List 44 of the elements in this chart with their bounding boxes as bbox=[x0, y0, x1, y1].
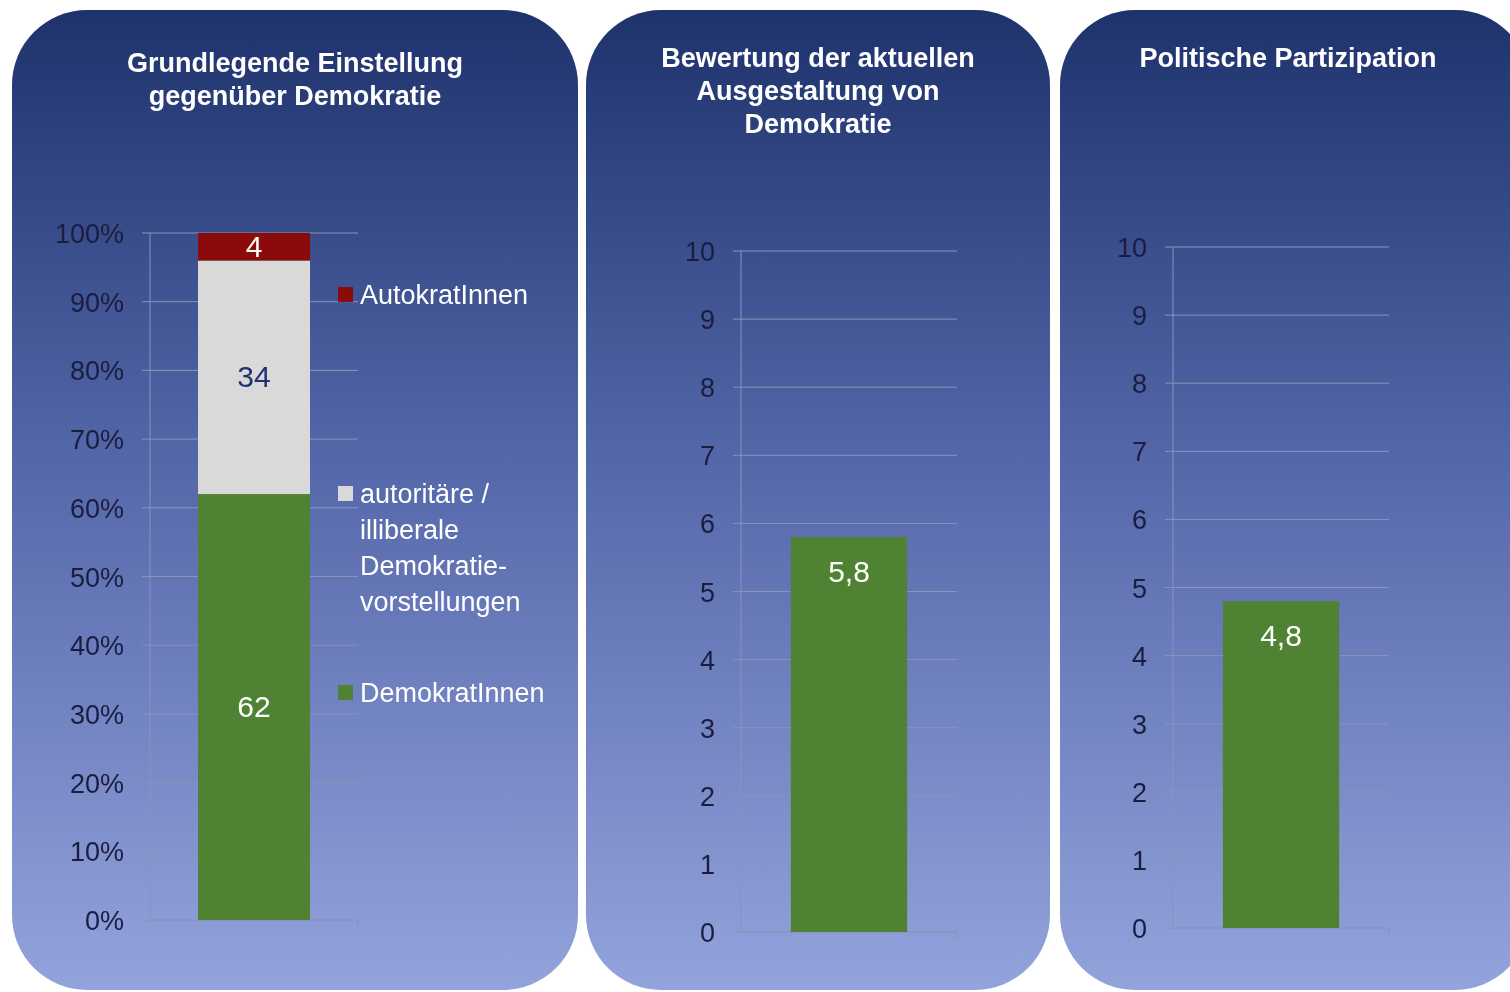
y-tick-label: 6 bbox=[1131, 505, 1147, 536]
y-tick-label: 6 bbox=[699, 509, 715, 540]
y-tick-label: 90% bbox=[69, 287, 124, 318]
y-tick-label: 7 bbox=[699, 441, 715, 472]
y-tick-label: 1 bbox=[1131, 845, 1147, 876]
y-tick-label: 3 bbox=[1131, 709, 1147, 740]
y-tick-label: 40% bbox=[69, 631, 124, 662]
data-label: 4,8 bbox=[1260, 619, 1302, 653]
y-tick-label: 2 bbox=[1131, 777, 1147, 808]
data-label: 62 bbox=[237, 690, 271, 724]
y-tick-label: 7 bbox=[1131, 437, 1147, 468]
data-label: 5,8 bbox=[828, 555, 870, 589]
y-tick-label: 9 bbox=[1131, 301, 1147, 332]
legend-label: autoritäre / illiberale Demokratie-vorstellungen bbox=[360, 479, 521, 617]
y-tick-label: 10 bbox=[684, 237, 715, 267]
y-tick-label: 5 bbox=[699, 577, 715, 608]
y-tick-label: 8 bbox=[699, 373, 715, 404]
y-tick-label: 80% bbox=[69, 356, 124, 387]
y-tick-label: 10 bbox=[1116, 233, 1147, 263]
y-tick-label: 70% bbox=[69, 425, 124, 456]
y-tick-label: 10% bbox=[69, 837, 124, 868]
y-tick-label: 60% bbox=[69, 493, 124, 524]
y-tick-label: 4 bbox=[699, 645, 715, 676]
y-tick-label: 20% bbox=[69, 768, 124, 799]
y-tick-label: 0 bbox=[1131, 914, 1147, 944]
legend-label: AutokratInnen bbox=[360, 280, 529, 310]
y-tick-label: 2 bbox=[699, 781, 715, 812]
y-tick-label: 30% bbox=[69, 699, 124, 730]
y-tick-label: 9 bbox=[699, 305, 715, 336]
y-tick-label: 3 bbox=[699, 713, 715, 744]
y-tick-label: 50% bbox=[69, 562, 124, 593]
chart-title: Bewertung der aktuellen Ausgestaltung von Demokratie bbox=[661, 43, 975, 139]
legend-label: DemokratInnen bbox=[360, 678, 545, 708]
y-tick-label: 5 bbox=[1131, 573, 1147, 604]
data-label: 4 bbox=[245, 229, 263, 263]
chart-title: Grundlegende Einstellung gegenüber Demokratie bbox=[126, 48, 464, 111]
y-tick-label: 100% bbox=[54, 219, 124, 249]
y-tick-label: 1 bbox=[699, 849, 715, 880]
y-tick-label: 4 bbox=[1131, 641, 1147, 672]
y-tick-label: 0 bbox=[699, 918, 715, 948]
y-tick-label: 0% bbox=[84, 906, 124, 936]
data-label: 34 bbox=[237, 360, 271, 394]
chart-title: Politische Partizipation bbox=[1139, 43, 1437, 73]
y-tick-label: 8 bbox=[1131, 369, 1147, 400]
